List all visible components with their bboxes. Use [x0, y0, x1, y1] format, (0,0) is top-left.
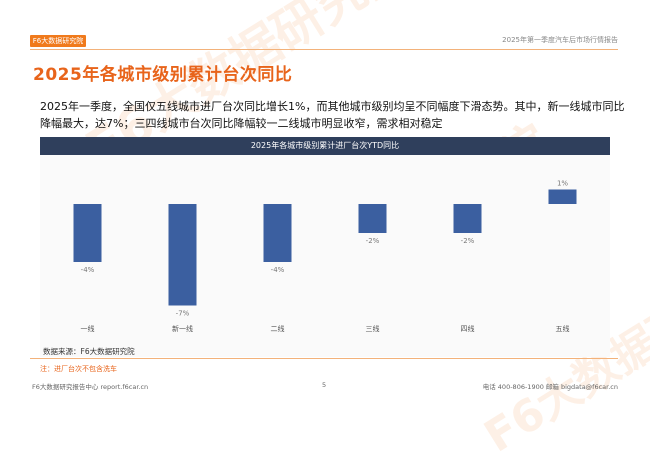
data-label-5: 1% — [557, 180, 568, 188]
data-label-3: -2% — [366, 237, 380, 245]
data-label-4: -2% — [461, 237, 475, 245]
bar-1 — [168, 204, 197, 306]
x-tick-label-3: 三线 — [366, 324, 380, 333]
data-label-0: -4% — [81, 266, 95, 274]
data-source: 数据来源：F6大数据研究院 — [43, 347, 135, 356]
data-label-1: -7% — [176, 310, 190, 318]
bar-2 — [263, 204, 292, 262]
x-tick-label-0: 一线 — [81, 324, 95, 333]
report-title: 2025年第一季度汽车后市场行情报告 — [502, 36, 618, 44]
bar-3 — [358, 204, 387, 233]
footnote: 注：进厂台次不包含洗车 — [40, 365, 117, 373]
note-divider — [30, 358, 618, 359]
page-title: 2025年各城市级别累计台次同比 — [33, 65, 293, 85]
summary-text: 2025年一季度，全国仅五线城市进厂台次同比增长1%，而其他城市级别均呈不同幅度… — [40, 100, 625, 130]
x-tick-label-4: 四线 — [461, 324, 475, 333]
x-tick-label-5: 五线 — [556, 324, 570, 333]
header-divider — [30, 49, 618, 50]
brand-logo: F6大数据研究院 — [30, 35, 86, 47]
bar-5 — [548, 189, 577, 204]
bar-4 — [453, 204, 482, 233]
page-number: 5 — [322, 381, 327, 389]
chart-panel: 2025年各城市级别累计进厂台次YTD同比 -4% 一线 -7% 新一线 -4% 二线 -2… — [40, 137, 610, 357]
x-tick-label-2: 二线 — [271, 324, 285, 333]
chart-title: 2025年各城市级别累计进厂台次YTD同比 — [40, 137, 610, 155]
bar-chart: -4% 一线 -7% 新一线 -4% 二线 -2% 三线 -2% 四线 1% 五线 — [73, 180, 577, 333]
footer-contact: 电话 400-806-1900 邮箱 bigdata@f6car.cn — [482, 383, 618, 391]
bar-0 — [73, 204, 102, 262]
footer-site: F6大数据研究报告中心 report.f6car.cn — [32, 383, 149, 391]
x-tick-label-1: 新一线 — [172, 324, 193, 333]
data-label-2: -4% — [271, 266, 285, 274]
